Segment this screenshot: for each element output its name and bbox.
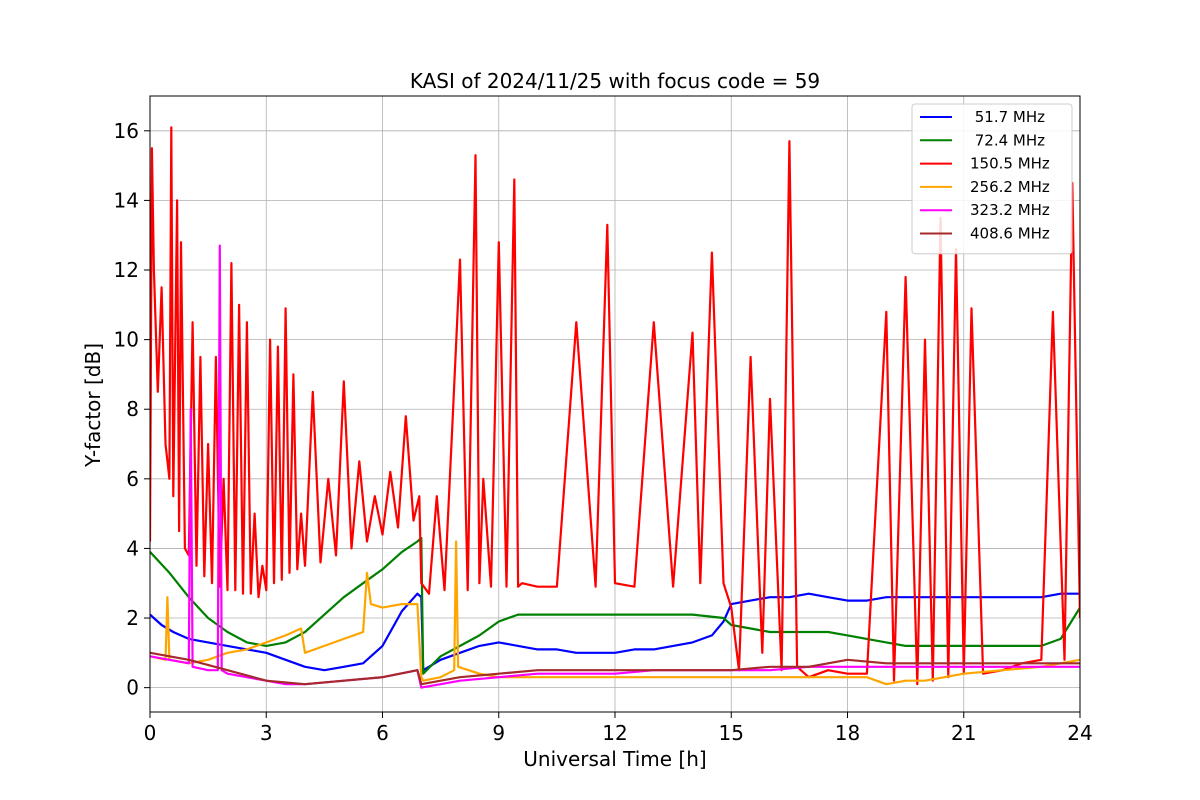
y-tick-label: 4 xyxy=(126,536,139,560)
y-tick-label: 0 xyxy=(126,676,139,700)
y-tick-label: 14 xyxy=(114,188,139,212)
legend-label: 323.2 MHz xyxy=(970,201,1050,219)
y-tick-label: 2 xyxy=(126,606,139,630)
y-tick-label: 12 xyxy=(114,258,139,282)
series-line-2 xyxy=(150,126,1080,686)
series-line-4 xyxy=(150,244,1080,689)
series-group xyxy=(150,126,1080,689)
y-tick-label: 8 xyxy=(126,397,139,421)
x-tick-label: 12 xyxy=(602,721,627,745)
legend-box xyxy=(911,103,1073,255)
x-tick-label: 3 xyxy=(260,721,273,745)
x-tick-label: 21 xyxy=(951,721,976,745)
series-line-3 xyxy=(150,540,1080,686)
y-tick-label: 10 xyxy=(114,328,139,352)
y-tick-label: 16 xyxy=(114,119,139,143)
x-tick-label: 18 xyxy=(835,721,860,745)
x-axis-label: Universal Time [h] xyxy=(523,747,706,771)
x-tick-label: 9 xyxy=(492,721,505,745)
legend-label: 72.4 MHz xyxy=(970,131,1045,149)
chart-title: KASI of 2024/11/25 with focus code = 59 xyxy=(410,69,820,93)
legend: 51.7 MHz 72.4 MHz 150.5 MHz 256.2 MHz 323.2… xyxy=(911,103,1073,255)
legend-label: 150.5 MHz xyxy=(970,155,1050,173)
y-tick-label: 6 xyxy=(126,467,139,491)
x-tick-label: 24 xyxy=(1067,721,1092,745)
x-tick-label: 6 xyxy=(376,721,389,745)
legend-label: 256.2 MHz xyxy=(970,178,1050,196)
series-line-5 xyxy=(150,651,1080,686)
y-axis-label: Y-factor [dB] xyxy=(81,343,105,468)
x-tick-label: 15 xyxy=(719,721,744,745)
legend-label: 408.6 MHz xyxy=(970,225,1050,243)
x-tick-label: 0 xyxy=(144,721,157,745)
series-line-0 xyxy=(150,592,1080,672)
legend-label: 51.7 MHz xyxy=(970,108,1045,126)
